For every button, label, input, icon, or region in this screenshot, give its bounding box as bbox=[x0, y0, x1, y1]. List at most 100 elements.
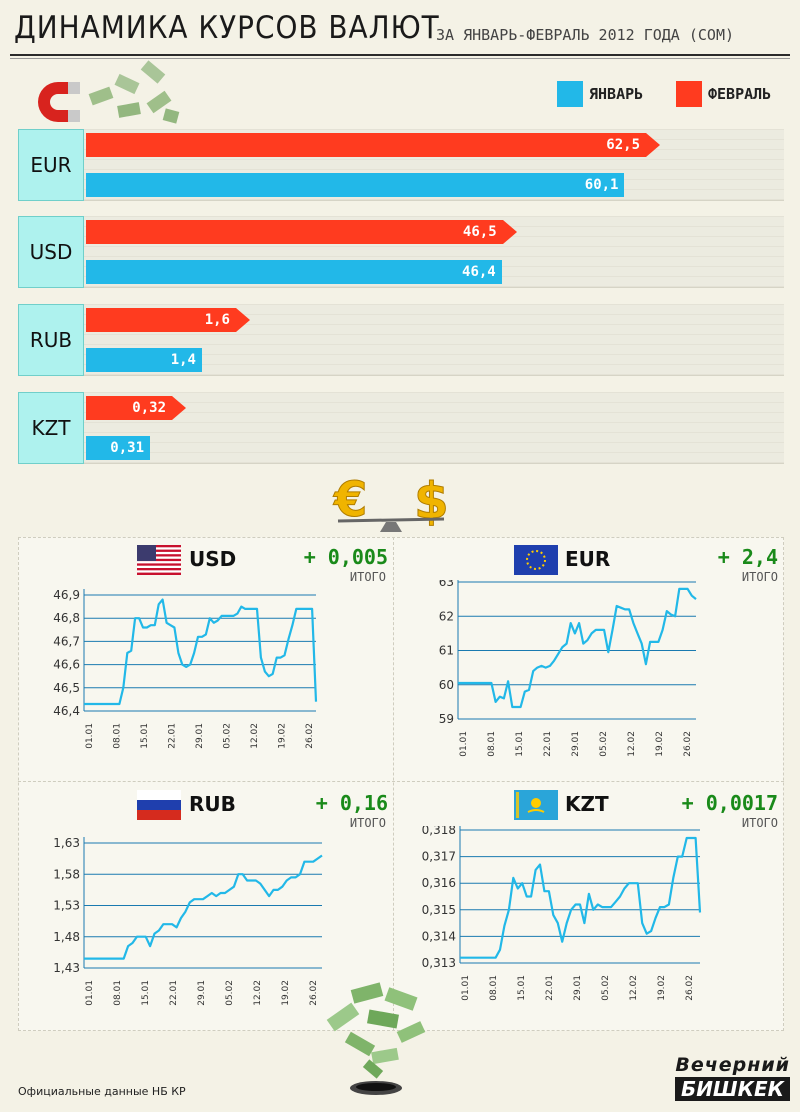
series-line bbox=[460, 836, 702, 959]
x-tick-label: 15.01 bbox=[141, 980, 151, 1006]
pane-rub-change: + 0,16 bbox=[315, 791, 388, 815]
x-tick-label: 22.01 bbox=[543, 731, 553, 757]
y-tick-label: 0,313 bbox=[422, 956, 456, 970]
y-tick-label: 1,53 bbox=[53, 899, 80, 913]
x-tick-label: 19.02 bbox=[657, 975, 667, 1001]
y-tick-label: 60 bbox=[439, 678, 454, 692]
legend-swatch-february bbox=[676, 81, 702, 107]
x-tick-label: 22.01 bbox=[168, 723, 178, 749]
y-tick-label: 46,5 bbox=[53, 681, 80, 695]
bar-arrow-tip bbox=[236, 308, 250, 332]
magnet-money-icon bbox=[38, 60, 180, 124]
y-tick-label: 1,43 bbox=[53, 961, 80, 975]
x-tick-label: 26.02 bbox=[309, 980, 319, 1006]
x-tick-label: 12.02 bbox=[250, 723, 260, 749]
y-tick-label: 62 bbox=[439, 609, 454, 623]
header-divider-thin bbox=[10, 58, 790, 59]
bar-arrow-tip bbox=[172, 396, 186, 420]
footnote: Официальные данные НБ КР bbox=[18, 1085, 186, 1098]
money-funnel-icon bbox=[326, 982, 426, 1095]
y-tick-label: 46,8 bbox=[53, 611, 80, 625]
y-tick-label: 46,4 bbox=[53, 704, 80, 718]
bar-category-label: KZT bbox=[18, 392, 84, 464]
bar-rub-february bbox=[86, 308, 236, 332]
eu-flag-icon bbox=[514, 545, 558, 575]
brand-line2: БИШКЕК bbox=[674, 1077, 790, 1101]
rub-line-chart: 1,63 1,58 1,53 1,48 1,43 01.01 08.01 15.01 22.01… bbox=[53, 836, 323, 1006]
x-tick-label: 05.02 bbox=[599, 731, 609, 757]
x-tick-label: 19.02 bbox=[278, 723, 288, 749]
x-tick-label: 15.01 bbox=[140, 723, 150, 749]
x-tick-label: 29.01 bbox=[571, 731, 581, 757]
x-tick-label: 29.01 bbox=[573, 975, 583, 1001]
y-tick-label: 46,7 bbox=[53, 634, 80, 648]
bar-value-label: 60,1 bbox=[584, 177, 619, 193]
kz-flag-icon bbox=[514, 790, 558, 820]
bar-kzt-january bbox=[86, 436, 150, 460]
x-tick-label: 08.01 bbox=[113, 723, 123, 749]
bar-value-label: 46,5 bbox=[462, 224, 497, 240]
pane-kzt-itogo: ИТОГО bbox=[741, 816, 778, 830]
x-tick-label: 12.02 bbox=[627, 731, 637, 757]
y-tick-label: 46,6 bbox=[53, 658, 80, 672]
bar-value-label: 0,32 bbox=[132, 400, 166, 416]
x-tick-label: 22.01 bbox=[545, 975, 555, 1001]
pane-eur-change: + 2,4 bbox=[717, 545, 778, 569]
x-tick-label: 01.01 bbox=[85, 723, 95, 749]
y-tick-label: 61 bbox=[439, 644, 454, 658]
usd-line-chart: 46,9 46,8 46,7 46,6 46,5 46,4 01.01 08.01 15.01 2… bbox=[53, 588, 318, 749]
y-tick-label: 1,48 bbox=[53, 930, 80, 944]
pane-rub-itogo: ИТОГО bbox=[349, 816, 386, 830]
x-tick-label: 05.02 bbox=[223, 723, 233, 749]
legend-swatch-january bbox=[557, 81, 583, 107]
bar-category-label: RUB bbox=[18, 304, 84, 376]
ru-flag-icon bbox=[137, 790, 181, 820]
x-tick-label: 26.02 bbox=[683, 731, 693, 757]
brand-line1: Вечерний bbox=[675, 1054, 790, 1076]
bar-category-label: EUR bbox=[18, 129, 84, 201]
euro-dollar-scale-icon: € $ bbox=[333, 472, 449, 532]
x-tick-label: 05.02 bbox=[225, 980, 235, 1006]
y-tick-label: 63 bbox=[439, 580, 454, 589]
bar-usd-february bbox=[86, 220, 503, 244]
svg-text:€: € bbox=[333, 472, 367, 528]
brand-logo: Вечерний БИШКЕК bbox=[640, 1054, 790, 1101]
x-tick-label: 08.01 bbox=[113, 980, 123, 1006]
series-line bbox=[84, 854, 323, 960]
pane-eur-code: EUR bbox=[565, 547, 611, 571]
x-tick-label: 08.01 bbox=[487, 731, 497, 757]
bar-category-label: USD bbox=[18, 216, 84, 288]
x-tick-label: 12.02 bbox=[253, 980, 263, 1006]
x-tick-label: 29.01 bbox=[197, 980, 207, 1006]
y-tick-label: 0,314 bbox=[422, 929, 456, 943]
line-charts-panel bbox=[18, 537, 784, 1031]
y-tick-label: 59 bbox=[439, 712, 454, 726]
y-tick-label: 0,317 bbox=[422, 850, 456, 864]
x-tick-label: 12.02 bbox=[629, 975, 639, 1001]
pane-usd-itogo: ИТОГО bbox=[349, 570, 386, 584]
bar-arrow-tip bbox=[502, 220, 517, 244]
y-tick-label: 0,318 bbox=[422, 826, 456, 837]
x-tick-label: 26.02 bbox=[305, 723, 315, 749]
y-tick-label: 1,63 bbox=[53, 836, 80, 850]
pane-rub-code: RUB bbox=[189, 792, 236, 816]
x-tick-label: 05.02 bbox=[601, 975, 611, 1001]
pane-kzt-code: KZT bbox=[565, 792, 609, 816]
bar-kzt-february bbox=[86, 396, 172, 420]
bar-value-label: 62,5 bbox=[606, 137, 640, 153]
eur-line-chart: 63 62 61 60 59 01.01 08.01 15.01 22.01 29.01 05.02… bbox=[439, 580, 697, 757]
pane-usd-change: + 0,005 bbox=[303, 545, 388, 569]
us-flag-icon bbox=[137, 545, 181, 575]
y-tick-label: 0,315 bbox=[422, 903, 456, 917]
bar-value-label: 1,4 bbox=[170, 352, 196, 368]
x-tick-label: 19.02 bbox=[281, 980, 291, 1006]
bar-value-label: 0,31 bbox=[110, 440, 144, 456]
legend-label-january: ЯНВАРЬ bbox=[589, 85, 644, 103]
kzt-line-chart: 0,318 0,317 0,316 0,315 0,314 0,313 01.01 08.01… bbox=[422, 826, 702, 1001]
x-tick-label: 08.01 bbox=[489, 975, 499, 1001]
series-line bbox=[458, 587, 697, 709]
svg-text:$: $ bbox=[414, 472, 449, 530]
x-tick-label: 29.01 bbox=[195, 723, 205, 749]
header-divider bbox=[10, 54, 790, 56]
y-tick-label: 0,316 bbox=[422, 876, 456, 890]
